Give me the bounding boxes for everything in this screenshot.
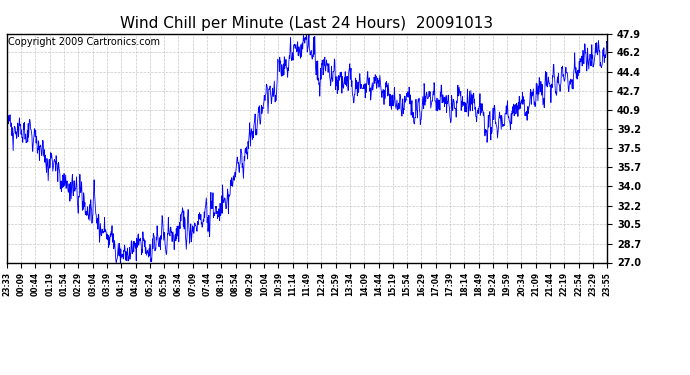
Text: Copyright 2009 Cartronics.com: Copyright 2009 Cartronics.com xyxy=(8,37,160,47)
Title: Wind Chill per Minute (Last 24 Hours)  20091013: Wind Chill per Minute (Last 24 Hours) 20… xyxy=(121,16,493,31)
